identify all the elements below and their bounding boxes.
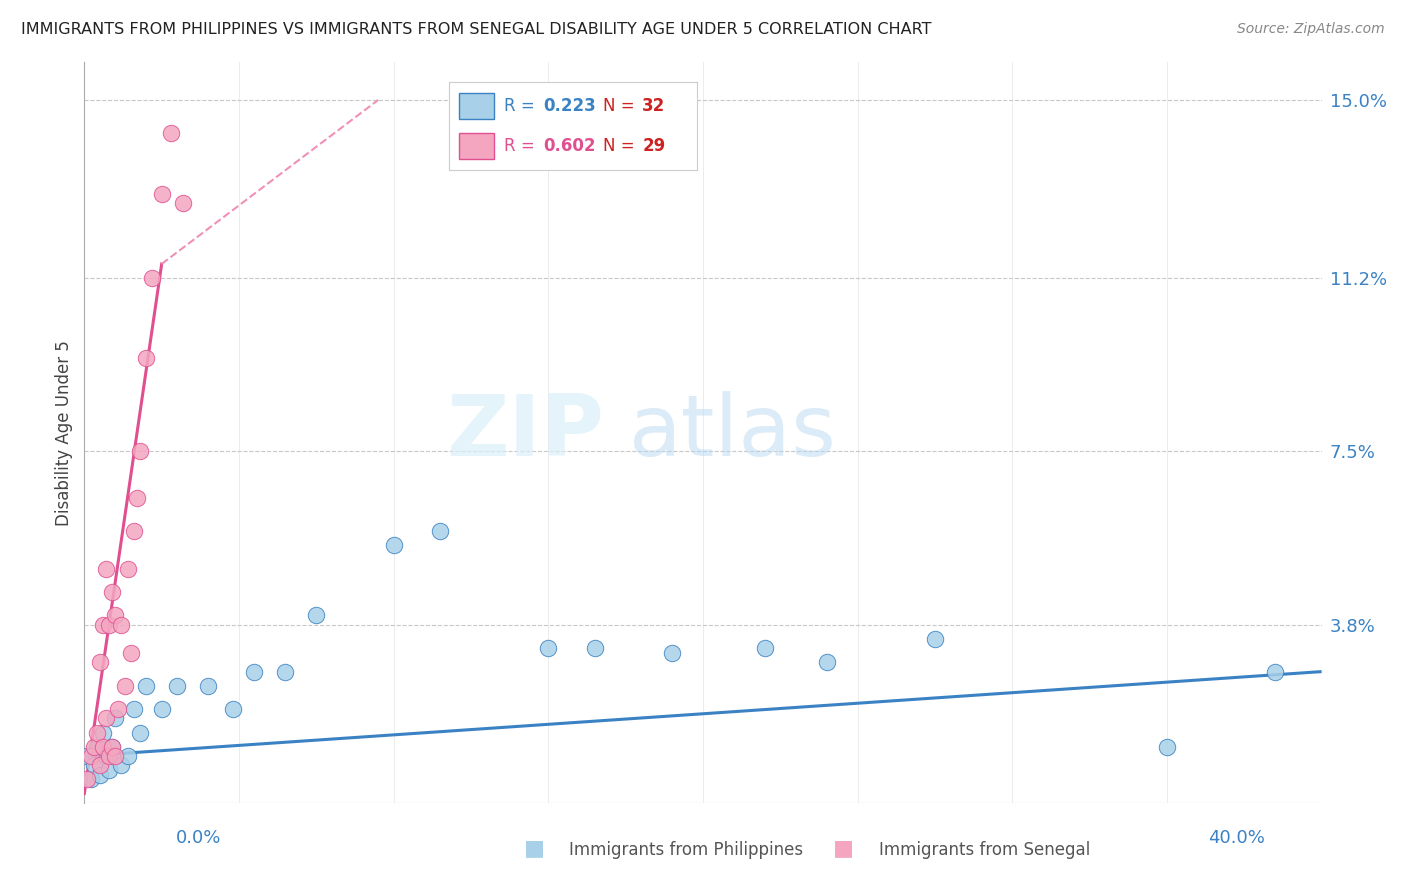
Text: ZIP: ZIP (446, 391, 605, 475)
Point (583, 641, 606, 656)
Text: IMMIGRANTS FROM PHILIPPINES VS IMMIGRANTS FROM SENEGAL DISABILITY AGE UNDER 5 CO: IMMIGRANTS FROM PHILIPPINES VS IMMIGRANT… (21, 22, 932, 37)
Point (76, 748, 98, 763)
Point (429, 524, 451, 538)
Point (382, 538, 405, 552)
Point (94, 748, 117, 763)
Point (94, 711, 117, 725)
Text: atlas: atlas (628, 391, 837, 475)
Point (141, 271, 163, 285)
Point (79, 772, 101, 787)
Text: Immigrants from Philippines: Immigrants from Philippines (569, 840, 804, 858)
Point (117, 748, 139, 763)
Point (172, 196, 194, 211)
Point (117, 561, 139, 575)
Point (537, 641, 560, 656)
Point (104, 608, 127, 623)
Point (150, 702, 173, 716)
Point (91, 725, 114, 739)
Point (222, 702, 245, 716)
Text: Immigrants from Senegal: Immigrants from Senegal (879, 840, 1090, 858)
Point (120, 646, 142, 660)
Text: 0.0%: 0.0% (176, 829, 221, 847)
Text: Source: ZipAtlas.com: Source: ZipAtlas.com (1237, 22, 1385, 37)
Point (101, 739, 124, 754)
Point (83, 739, 105, 754)
Point (107, 702, 129, 716)
Point (815, 655, 838, 669)
Point (135, 679, 157, 693)
Point (305, 608, 328, 623)
Point (274, 665, 297, 679)
Point (89, 655, 111, 669)
Point (104, 711, 127, 725)
Point (754, 641, 776, 656)
Point (1264, 665, 1286, 679)
Point (129, 444, 152, 458)
Point (1156, 739, 1178, 754)
Point (101, 739, 124, 754)
Point (129, 725, 152, 739)
Text: ■: ■ (834, 838, 853, 858)
Point (89, 758, 111, 772)
Point (76, 772, 98, 787)
Point (98, 763, 121, 777)
Point (91, 739, 114, 754)
Point (125, 491, 148, 506)
Point (101, 585, 124, 599)
Point (114, 679, 136, 693)
Point (122, 524, 145, 538)
Point (243, 665, 266, 679)
Point (110, 617, 132, 632)
Point (661, 646, 683, 660)
Text: 40.0%: 40.0% (1209, 829, 1265, 847)
Point (79, 748, 101, 763)
Point (94, 561, 117, 575)
Point (86, 725, 108, 739)
Point (98, 617, 121, 632)
Point (150, 186, 173, 201)
Y-axis label: Disability Age Under 5: Disability Age Under 5 (55, 340, 73, 525)
Point (104, 748, 127, 763)
Point (98, 748, 121, 763)
Point (89, 767, 111, 781)
Point (83, 758, 105, 772)
Point (166, 679, 188, 693)
Point (924, 632, 946, 646)
Point (86, 739, 108, 754)
Point (91, 617, 114, 632)
Point (160, 126, 183, 140)
Text: ■: ■ (524, 838, 544, 858)
Point (110, 758, 132, 772)
Point (135, 351, 157, 365)
Point (197, 679, 219, 693)
Point (122, 702, 145, 716)
